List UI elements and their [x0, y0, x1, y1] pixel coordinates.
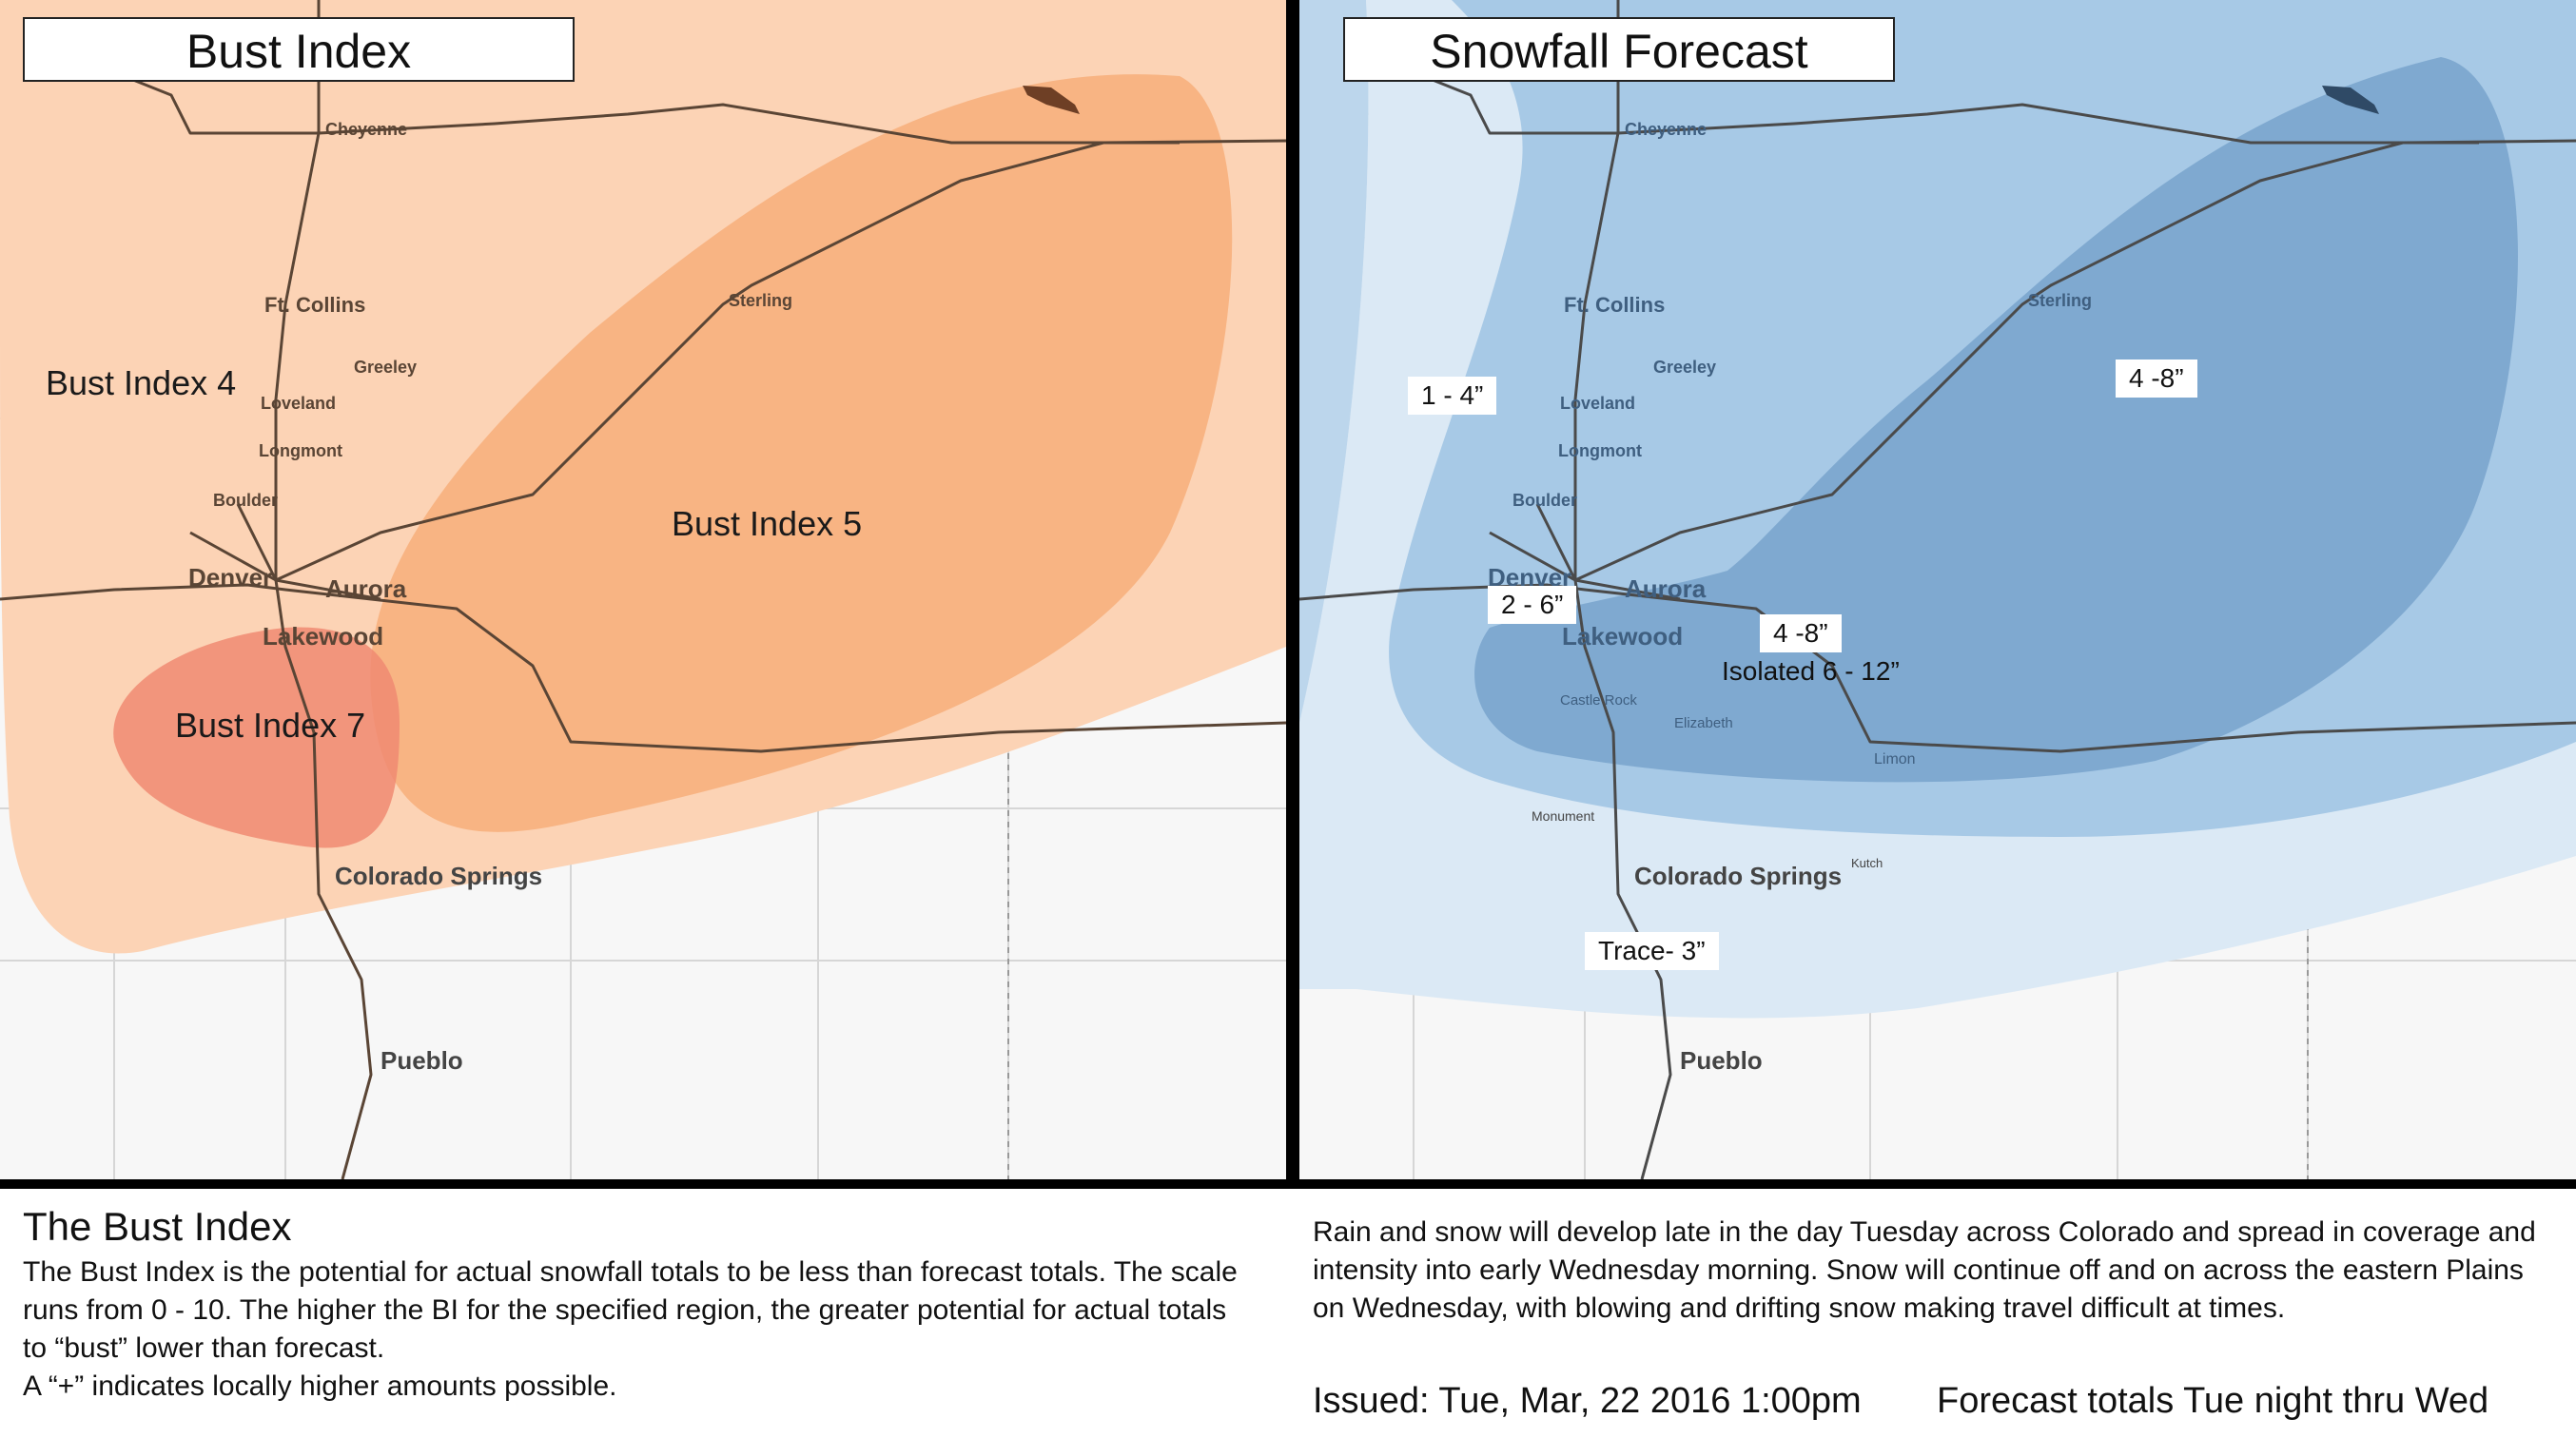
city-lakewood: Lakewood — [263, 622, 384, 651]
bust-index-explanation: The Bust Index is the potential for actu… — [23, 1256, 1238, 1364]
bust-index-map: Bust Index Cheyenne Ft. Collins Greeley … — [0, 0, 1286, 1179]
city-greeley: Greeley — [354, 358, 418, 377]
forecast-period: Forecast totals Tue night thru Wed — [1937, 1381, 2489, 1421]
issued-timestamp: Issued: Tue, Mar, 22 2016 1:00pm — [1313, 1381, 1862, 1421]
snow-amount-2-6: 2 - 6” — [1488, 586, 1577, 624]
bust-index-7-label: Bust Index 7 — [175, 706, 366, 745]
city-ft-collins: Ft. Collins — [1564, 293, 1666, 317]
snowfall-forecast-title: Snowfall Forecast — [1343, 17, 1895, 82]
city-loveland: Loveland — [261, 394, 337, 413]
city-pueblo: Pueblo — [381, 1046, 463, 1075]
city-colorado-springs: Colorado Springs — [1634, 862, 1843, 890]
city-limon: Limon — [1874, 751, 1916, 768]
footer: The Bust Index The Bust Index is the pot… — [0, 1189, 2576, 1438]
bust-index-5-label: Bust Index 5 — [672, 504, 863, 543]
bust-index-7-region — [113, 627, 400, 848]
snow-amount-4-8-central: 4 -8” — [1760, 614, 1842, 652]
bust-index-heading: The Bust Index — [23, 1204, 292, 1249]
city-kutch: Kutch — [1851, 856, 1883, 870]
city-sterling: Sterling — [2028, 291, 2093, 310]
city-greeley: Greeley — [1653, 358, 1717, 377]
city-aurora: Aurora — [1625, 574, 1707, 603]
city-aurora: Aurora — [325, 574, 407, 603]
reservoir-shape — [2322, 86, 2379, 114]
city-ft-collins: Ft. Collins — [264, 293, 366, 317]
city-cheyenne: Cheyenne — [1625, 120, 1708, 139]
snow-amount-4-8-east: 4 -8” — [2116, 360, 2197, 398]
bust-index-map-graphic — [0, 0, 1286, 1179]
city-elizabeth: Elizabeth — [1674, 715, 1733, 731]
bust-index-title: Bust Index — [23, 17, 575, 82]
city-lakewood: Lakewood — [1562, 622, 1684, 651]
city-boulder: Boulder — [213, 491, 279, 510]
bust-index-note: A “+” indicates locally higher amounts p… — [23, 1370, 617, 1402]
forecast-discussion: Rain and snow will develop late in the d… — [1313, 1216, 2536, 1324]
city-colorado-springs: Colorado Springs — [335, 862, 543, 890]
snowfall-forecast-map: Snowfall Forecast Cheyenne Ft. Collins G… — [1299, 0, 2576, 1179]
panel-divider-horizontal — [0, 1179, 2576, 1189]
roads — [0, 0, 1286, 1179]
snowfall-map-graphic — [1299, 0, 2576, 1179]
city-castle-rock: Castle Rock — [1560, 692, 1637, 709]
city-sterling: Sterling — [729, 291, 793, 310]
reservoir-shape — [1023, 86, 1080, 114]
bust-index-4-label: Bust Index 4 — [46, 363, 237, 402]
snow-amount-trace-3: Trace- 3” — [1585, 932, 1719, 970]
bust-index-description: The Bust Index is the potential for actu… — [23, 1253, 1250, 1406]
snow-heavy-region — [1474, 57, 2518, 783]
city-monument: Monument — [1532, 808, 1595, 824]
city-pueblo: Pueblo — [1680, 1046, 1763, 1075]
snow-amount-isolated-6-12: Isolated 6 - 12” — [1722, 656, 1900, 686]
snow-mid-region — [1299, 0, 1369, 723]
snow-amount-1-4: 1 - 4” — [1408, 377, 1497, 415]
city-longmont: Longmont — [259, 441, 342, 460]
city-cheyenne: Cheyenne — [325, 120, 408, 139]
city-denver: Denver — [188, 563, 273, 592]
bust-index-5-region — [370, 74, 1233, 832]
panel-divider-vertical — [1286, 0, 1299, 1187]
city-longmont: Longmont — [1558, 441, 1642, 460]
city-loveland: Loveland — [1560, 394, 1636, 413]
city-boulder: Boulder — [1512, 491, 1578, 510]
